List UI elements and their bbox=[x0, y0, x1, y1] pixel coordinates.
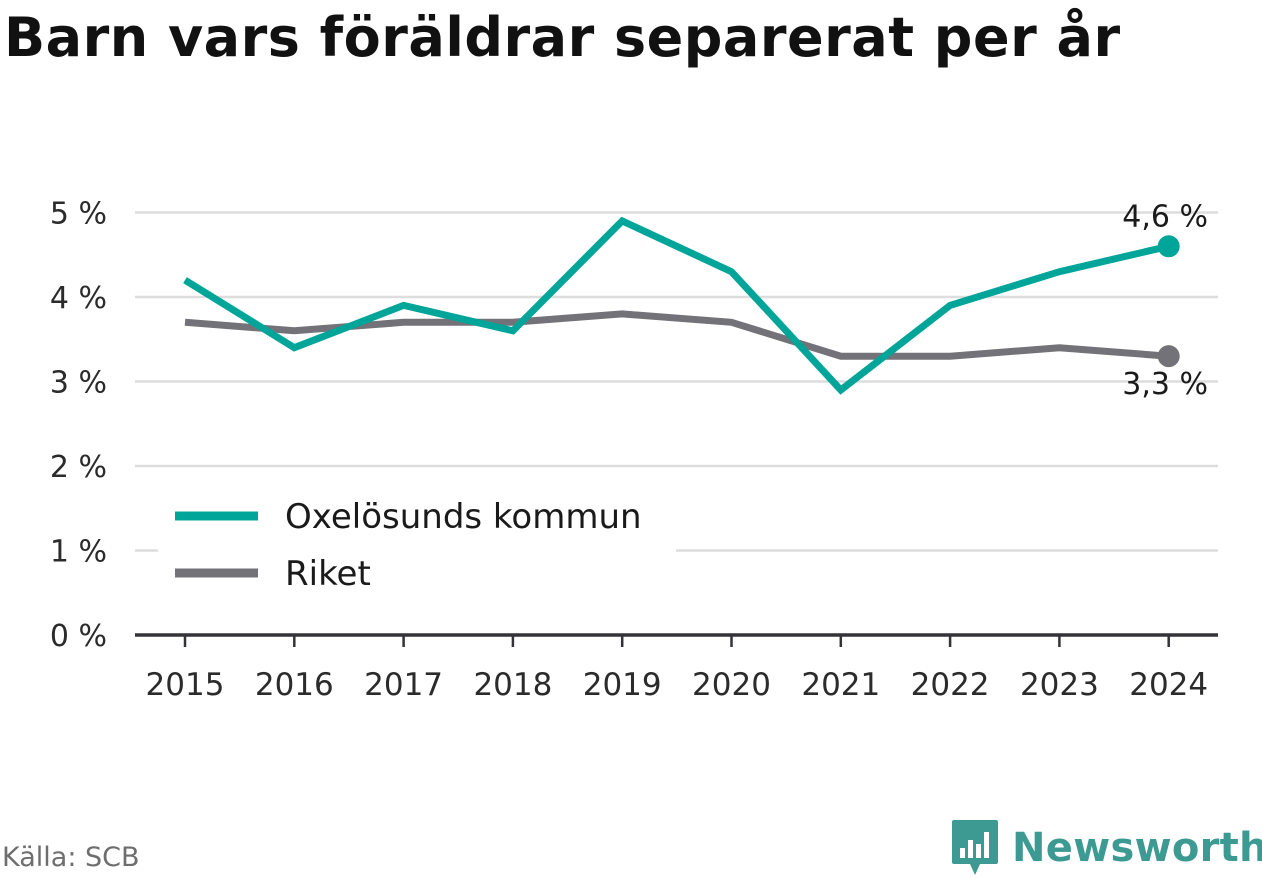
series-end-point bbox=[1157, 345, 1180, 368]
x-tick-label: 2016 bbox=[255, 667, 334, 703]
y-tick-label: 5 % bbox=[50, 197, 107, 232]
brand-name: Newsworthy bbox=[1012, 825, 1262, 871]
series-group bbox=[183, 216, 1180, 395]
end-labels: 4,6 % 3,3 % bbox=[1122, 199, 1208, 402]
series-end-label: 4,6 % bbox=[1122, 199, 1208, 234]
legend-label: Riket bbox=[285, 554, 371, 594]
x-tick-label: 2022 bbox=[911, 667, 990, 703]
legend-background bbox=[158, 490, 676, 605]
brand-logo: Newsworthy bbox=[950, 818, 1262, 878]
source-note: Källa: SCB bbox=[2, 842, 140, 873]
series-line bbox=[183, 216, 1170, 395]
x-tick-label: 2020 bbox=[692, 667, 771, 703]
y-tick-label: 3 % bbox=[50, 366, 107, 401]
series-end-point bbox=[1157, 235, 1180, 258]
x-tick-label: 2021 bbox=[801, 667, 880, 703]
y-tick-label: 0 % bbox=[50, 619, 107, 654]
y-tick-label: 1 % bbox=[50, 535, 107, 570]
y-axis: 0 % 1 % 2 % 3 % 4 % 5 % bbox=[50, 197, 107, 655]
x-tick-label: 2019 bbox=[583, 667, 662, 703]
x-tick-label: 2015 bbox=[146, 667, 225, 703]
chart-title: Barn vars föräldrar separerat per år bbox=[4, 6, 1121, 69]
y-tick-label: 4 % bbox=[50, 281, 107, 316]
x-tick-label: 2017 bbox=[364, 667, 443, 703]
series-end-label: 3,3 % bbox=[1122, 367, 1208, 402]
x-tick-label: 2023 bbox=[1020, 667, 1099, 703]
line-chart: 0 %1 %2 %3 %4 %5 % 2015 2016 2017 2018 2019 2… bbox=[50, 197, 1218, 703]
legend: Oxelösunds kommun Riket bbox=[158, 490, 676, 605]
x-axis: 2015 2016 2017 2018 2019 2020 2021 2022 2023 2024 bbox=[135, 633, 1218, 703]
x-tick-label: 2024 bbox=[1129, 667, 1208, 703]
y-tick-label: 2 % bbox=[50, 450, 107, 485]
x-tick-label: 2018 bbox=[473, 667, 552, 703]
bar-chart-speech-bubble-icon bbox=[952, 820, 998, 875]
legend-label: Oxelösunds kommun bbox=[285, 497, 642, 537]
